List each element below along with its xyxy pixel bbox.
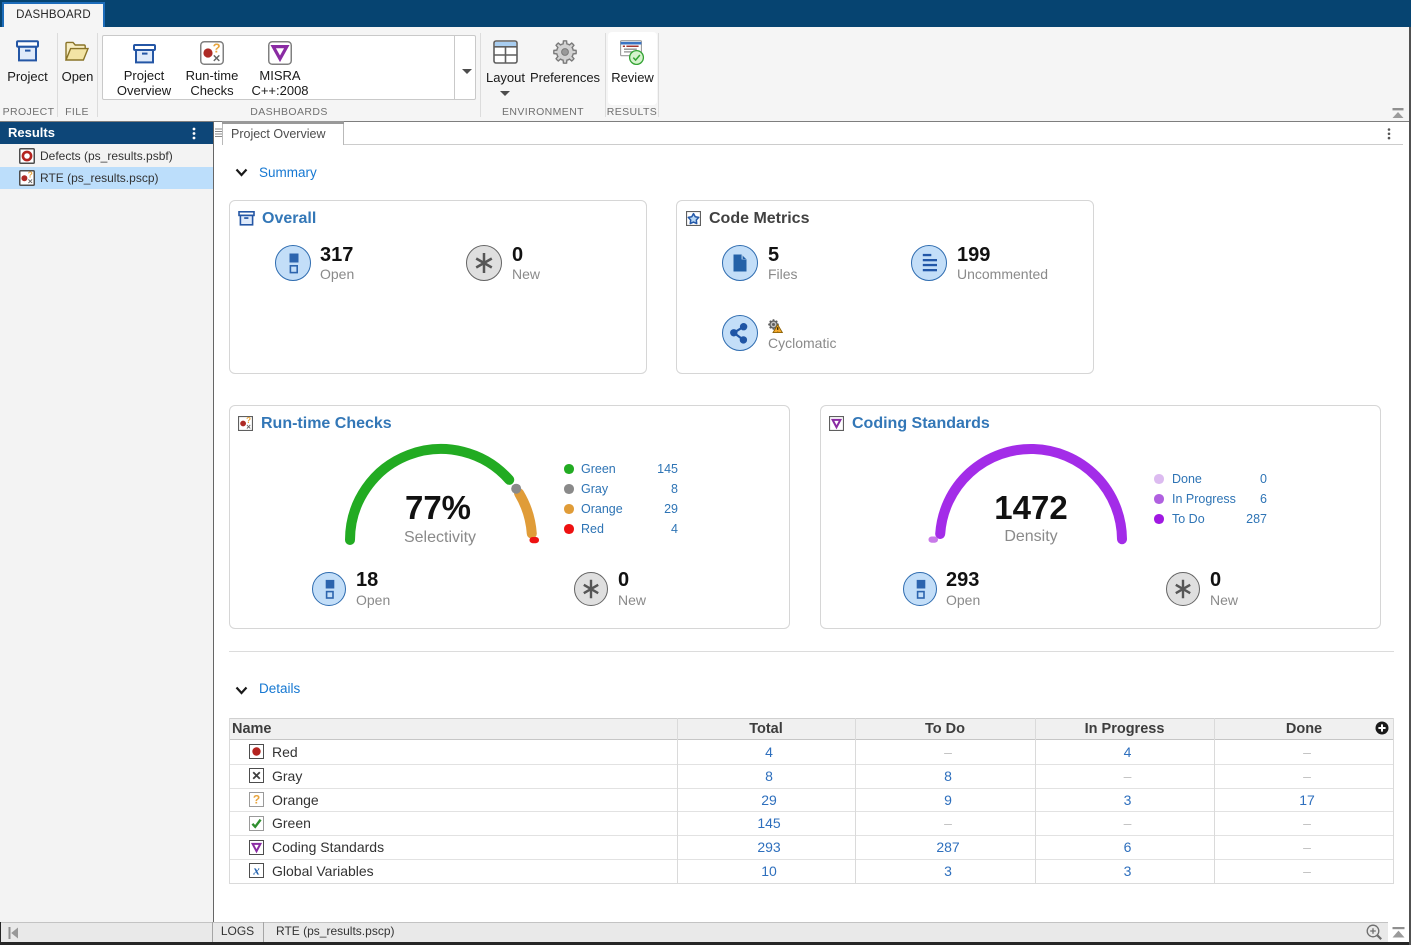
svg-text:×: × [246, 423, 251, 431]
svg-text:x: x [252, 863, 260, 877]
svg-text:?: ? [253, 793, 260, 807]
svg-text:?: ? [213, 41, 221, 56]
svg-text:?: ? [246, 416, 251, 425]
svg-text:?: ? [28, 170, 33, 180]
svg-text:×: × [213, 51, 221, 66]
svg-text:×: × [28, 176, 33, 186]
